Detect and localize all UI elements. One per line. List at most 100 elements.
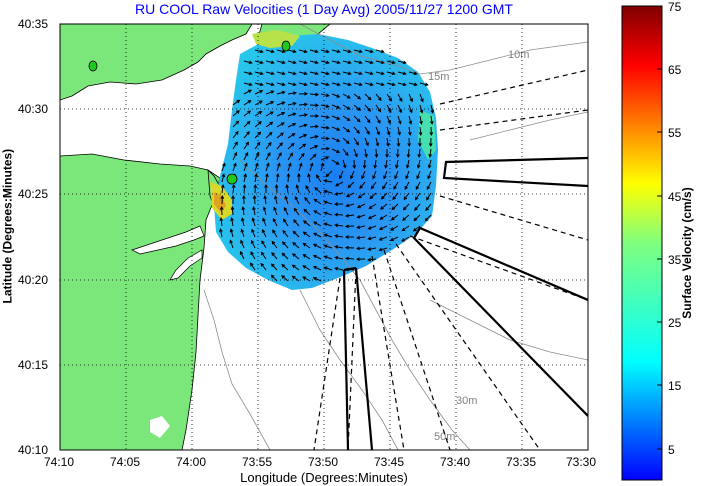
- velocity-arrow: [356, 247, 366, 250]
- velocity-arrow-head: [291, 133, 296, 137]
- velocity-arrow-head: [302, 276, 307, 280]
- velocity-arrow-head: [380, 195, 385, 200]
- velocity-arrow-head: [292, 60, 297, 65]
- velocity-arrow-head: [325, 115, 330, 119]
- velocity-arrow-head: [359, 185, 363, 190]
- velocity-arrow-head: [391, 82, 396, 87]
- velocity-arrow-head: [412, 227, 417, 232]
- velocity-arrow-head: [344, 245, 349, 250]
- velocity-arrow-head: [252, 194, 257, 199]
- velocity-arrow: [357, 214, 366, 218]
- land-patch: [150, 416, 170, 438]
- velocity-arrow-head: [428, 153, 432, 158]
- velocity-arrow: [274, 196, 278, 205]
- velocity-arrow-head: [269, 121, 274, 126]
- velocity-arrow: [392, 192, 399, 200]
- velocity-arrow: [350, 170, 355, 179]
- velocity-arrow: [430, 104, 434, 113]
- velocity-arrow: [353, 49, 362, 53]
- velocity-arrow-head: [275, 173, 280, 178]
- velocity-arrow: [243, 89, 252, 95]
- velocity-arrow-head: [334, 192, 339, 196]
- velocity-arrow-head: [323, 255, 328, 259]
- x-tick-label: 74:10: [44, 455, 75, 469]
- velocity-arrow: [276, 142, 283, 150]
- velocity-arrow: [342, 159, 346, 168]
- velocity-arrow: [385, 159, 388, 168]
- velocity-arrow: [254, 71, 263, 75]
- velocity-arrow: [265, 71, 274, 75]
- velocity-arrow-head: [364, 153, 368, 158]
- velocity-arrow: [265, 49, 274, 53]
- velocity-arrow: [276, 112, 285, 117]
- velocity-arrow: [386, 93, 392, 101]
- velocity-arrow: [320, 137, 330, 140]
- velocity-arrow: [298, 71, 307, 75]
- velocity-arrow-head: [379, 206, 384, 210]
- velocity-arrow: [271, 274, 278, 282]
- colorbar-tick-label: 35: [668, 253, 682, 267]
- velocity-arrow: [386, 126, 390, 135]
- velocity-arrow-head: [379, 216, 384, 220]
- velocity-arrow-head: [292, 230, 297, 235]
- velocity-arrow-head: [229, 228, 234, 233]
- velocity-arrow: [309, 163, 313, 172]
- velocity-arrow-head: [335, 161, 340, 165]
- velocity-arrow-head: [264, 183, 268, 188]
- velocity-arrow: [391, 203, 399, 210]
- velocity-arrow-head: [246, 120, 251, 125]
- contour-label-10m: 10m: [508, 49, 529, 61]
- velocity-arrow: [418, 148, 421, 157]
- velocity-arrow-head: [414, 196, 419, 201]
- velocity-arrow-head: [304, 102, 309, 107]
- velocity-arrow: [265, 101, 274, 106]
- velocity-arrow: [381, 192, 388, 200]
- velocity-arrow-head: [334, 245, 339, 249]
- velocity-arrow: [309, 145, 318, 150]
- velocity-arrow: [324, 212, 333, 216]
- velocity-arrow: [425, 203, 432, 211]
- velocity-arrow-head: [240, 217, 245, 222]
- velocity-arrow-head: [378, 97, 382, 101]
- velocity-arrow: [254, 174, 257, 183]
- velocity-arrow: [302, 265, 311, 271]
- velocity-arrow-head: [293, 219, 297, 224]
- velocity-arrow: [403, 192, 410, 200]
- velocity-arrow: [260, 263, 267, 271]
- velocity-arrow: [342, 137, 350, 144]
- velocity-arrow: [320, 93, 329, 97]
- velocity-arrow-head: [373, 164, 378, 169]
- velocity-arrow-head: [314, 186, 319, 191]
- velocity-arrow: [243, 152, 249, 161]
- velocity-arrow: [287, 82, 296, 86]
- velocity-arrow-head: [314, 82, 319, 87]
- velocity-arrow-head: [334, 182, 339, 187]
- velocity-arrow: [390, 236, 399, 241]
- velocity-arrow: [325, 170, 333, 177]
- velocity-arrow-head: [253, 183, 258, 188]
- velocity-arrow: [261, 252, 267, 260]
- velocity-arrow: [408, 93, 413, 102]
- velocity-arrow-head: [312, 254, 317, 259]
- velocity-arrow: [287, 71, 296, 75]
- velocity-arrow: [364, 137, 369, 146]
- velocity-arrow: [394, 170, 399, 179]
- velocity-arrow-head: [424, 217, 429, 222]
- velocity-arrow: [320, 163, 324, 172]
- velocity-arrow: [232, 141, 238, 150]
- velocity-arrow: [334, 214, 344, 216]
- velocity-arrow: [303, 254, 311, 260]
- velocity-arrow-head: [336, 49, 341, 54]
- velocity-arrow-head: [389, 237, 394, 242]
- velocity-arrow: [430, 115, 433, 124]
- velocity-arrow: [386, 104, 392, 113]
- x-axis-label: Longitude (Degrees:Minutes): [240, 470, 408, 485]
- velocity-arrow-head: [370, 185, 375, 190]
- velocity-arrow: [265, 152, 271, 161]
- velocity-arrow: [287, 60, 296, 64]
- velocity-arrow: [313, 243, 322, 249]
- velocity-arrow-head: [271, 251, 275, 256]
- velocity-arrow-head: [312, 232, 317, 237]
- velocity-arrow: [390, 225, 399, 231]
